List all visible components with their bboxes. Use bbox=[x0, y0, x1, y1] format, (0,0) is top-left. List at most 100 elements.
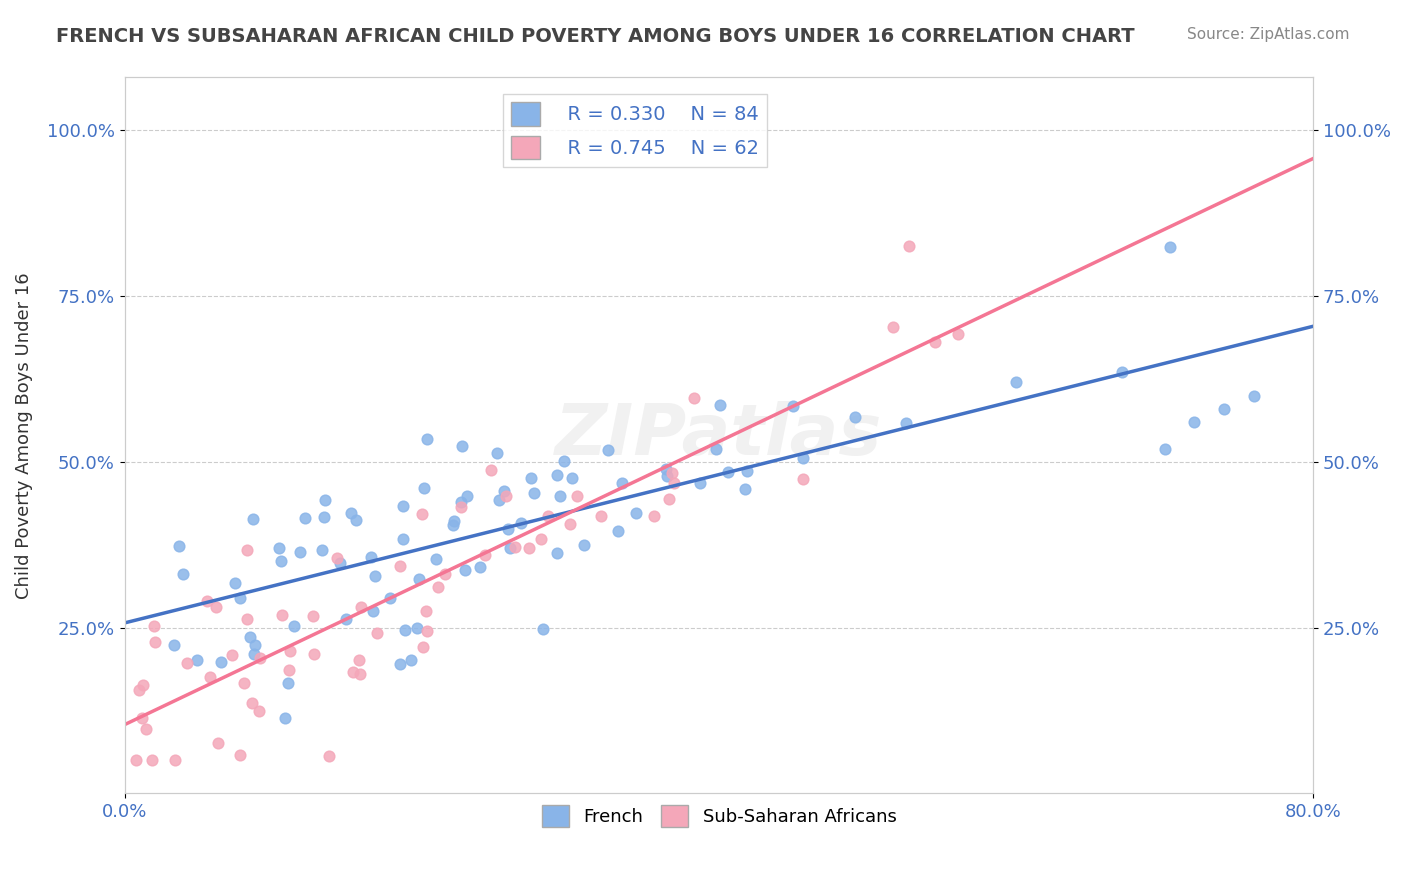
Point bbox=[1005, 376, 1028, 390]
Point bbox=[233, 675, 256, 690]
Point bbox=[302, 647, 325, 661]
Point bbox=[388, 558, 411, 573]
Point bbox=[1153, 442, 1175, 456]
Point bbox=[706, 442, 728, 456]
Text: FRENCH VS SUBSAHARAN AFRICAN CHILD POVERTY AMONG BOYS UNDER 16 CORRELATION CHART: FRENCH VS SUBSAHARAN AFRICAN CHILD POVER… bbox=[56, 27, 1135, 45]
Point bbox=[176, 656, 198, 670]
Point bbox=[342, 665, 364, 680]
Point bbox=[364, 569, 387, 583]
Point bbox=[242, 512, 264, 526]
Point bbox=[240, 696, 263, 710]
Point bbox=[391, 532, 413, 546]
Point bbox=[361, 604, 384, 618]
Point bbox=[553, 454, 575, 468]
Point bbox=[318, 749, 340, 764]
Point bbox=[277, 675, 299, 690]
Point bbox=[415, 432, 437, 446]
Point bbox=[405, 621, 427, 635]
Point bbox=[492, 484, 515, 499]
Point bbox=[243, 647, 266, 661]
Point bbox=[205, 599, 228, 614]
Point bbox=[495, 489, 517, 503]
Point bbox=[655, 469, 678, 483]
Point bbox=[314, 492, 336, 507]
Point bbox=[399, 653, 422, 667]
Point bbox=[209, 655, 232, 669]
Point bbox=[488, 493, 510, 508]
Point bbox=[882, 319, 904, 334]
Point bbox=[682, 391, 704, 405]
Point bbox=[509, 516, 531, 531]
Point bbox=[312, 510, 335, 524]
Point bbox=[792, 472, 814, 486]
Point bbox=[247, 704, 270, 718]
Point bbox=[626, 506, 648, 520]
Point bbox=[1111, 365, 1133, 379]
Point bbox=[411, 507, 433, 521]
Point bbox=[221, 648, 243, 662]
Point bbox=[561, 471, 583, 485]
Point bbox=[283, 618, 305, 632]
Point bbox=[229, 748, 252, 763]
Point bbox=[735, 464, 758, 478]
Point bbox=[344, 513, 367, 527]
Point bbox=[434, 567, 457, 582]
Point bbox=[655, 461, 678, 475]
Point bbox=[1243, 389, 1265, 403]
Point bbox=[496, 522, 519, 536]
Text: Source: ZipAtlas.com: Source: ZipAtlas.com bbox=[1187, 27, 1350, 42]
Point bbox=[288, 544, 311, 558]
Point bbox=[360, 549, 382, 564]
Point bbox=[537, 508, 560, 523]
Point bbox=[347, 653, 370, 667]
Point bbox=[394, 624, 416, 638]
Point bbox=[1184, 415, 1206, 429]
Text: ZIPatlas: ZIPatlas bbox=[555, 401, 883, 470]
Point bbox=[558, 517, 581, 532]
Point bbox=[598, 442, 620, 457]
Point bbox=[530, 533, 553, 547]
Y-axis label: Child Poverty Among Boys Under 16: Child Poverty Among Boys Under 16 bbox=[15, 272, 32, 599]
Point bbox=[485, 446, 508, 460]
Point bbox=[658, 491, 681, 506]
Point bbox=[335, 612, 357, 626]
Point bbox=[531, 622, 554, 636]
Point bbox=[454, 563, 477, 577]
Point bbox=[844, 409, 866, 424]
Point bbox=[349, 667, 371, 681]
Point bbox=[948, 326, 970, 341]
Point bbox=[896, 416, 918, 430]
Point bbox=[426, 580, 449, 594]
Point bbox=[734, 482, 756, 496]
Point bbox=[546, 546, 568, 560]
Point bbox=[1159, 240, 1181, 254]
Point bbox=[135, 722, 157, 736]
Point bbox=[643, 508, 665, 523]
Point bbox=[132, 678, 155, 692]
Point bbox=[924, 335, 946, 350]
Point bbox=[388, 657, 411, 671]
Point bbox=[269, 541, 291, 555]
Point bbox=[274, 711, 297, 725]
Point bbox=[142, 619, 165, 633]
Point bbox=[195, 594, 218, 608]
Point bbox=[311, 542, 333, 557]
Point bbox=[456, 489, 478, 503]
Point bbox=[416, 624, 439, 639]
Point bbox=[548, 489, 571, 503]
Point bbox=[143, 635, 166, 649]
Point bbox=[380, 591, 402, 605]
Point bbox=[565, 489, 588, 503]
Point bbox=[661, 466, 683, 480]
Point bbox=[172, 566, 194, 581]
Point bbox=[141, 753, 163, 767]
Point bbox=[1213, 401, 1236, 416]
Point bbox=[450, 500, 472, 514]
Point bbox=[340, 506, 363, 520]
Point bbox=[131, 711, 153, 725]
Point bbox=[689, 475, 711, 490]
Point bbox=[519, 541, 541, 556]
Point bbox=[243, 638, 266, 652]
Point bbox=[128, 682, 150, 697]
Point bbox=[443, 517, 465, 532]
